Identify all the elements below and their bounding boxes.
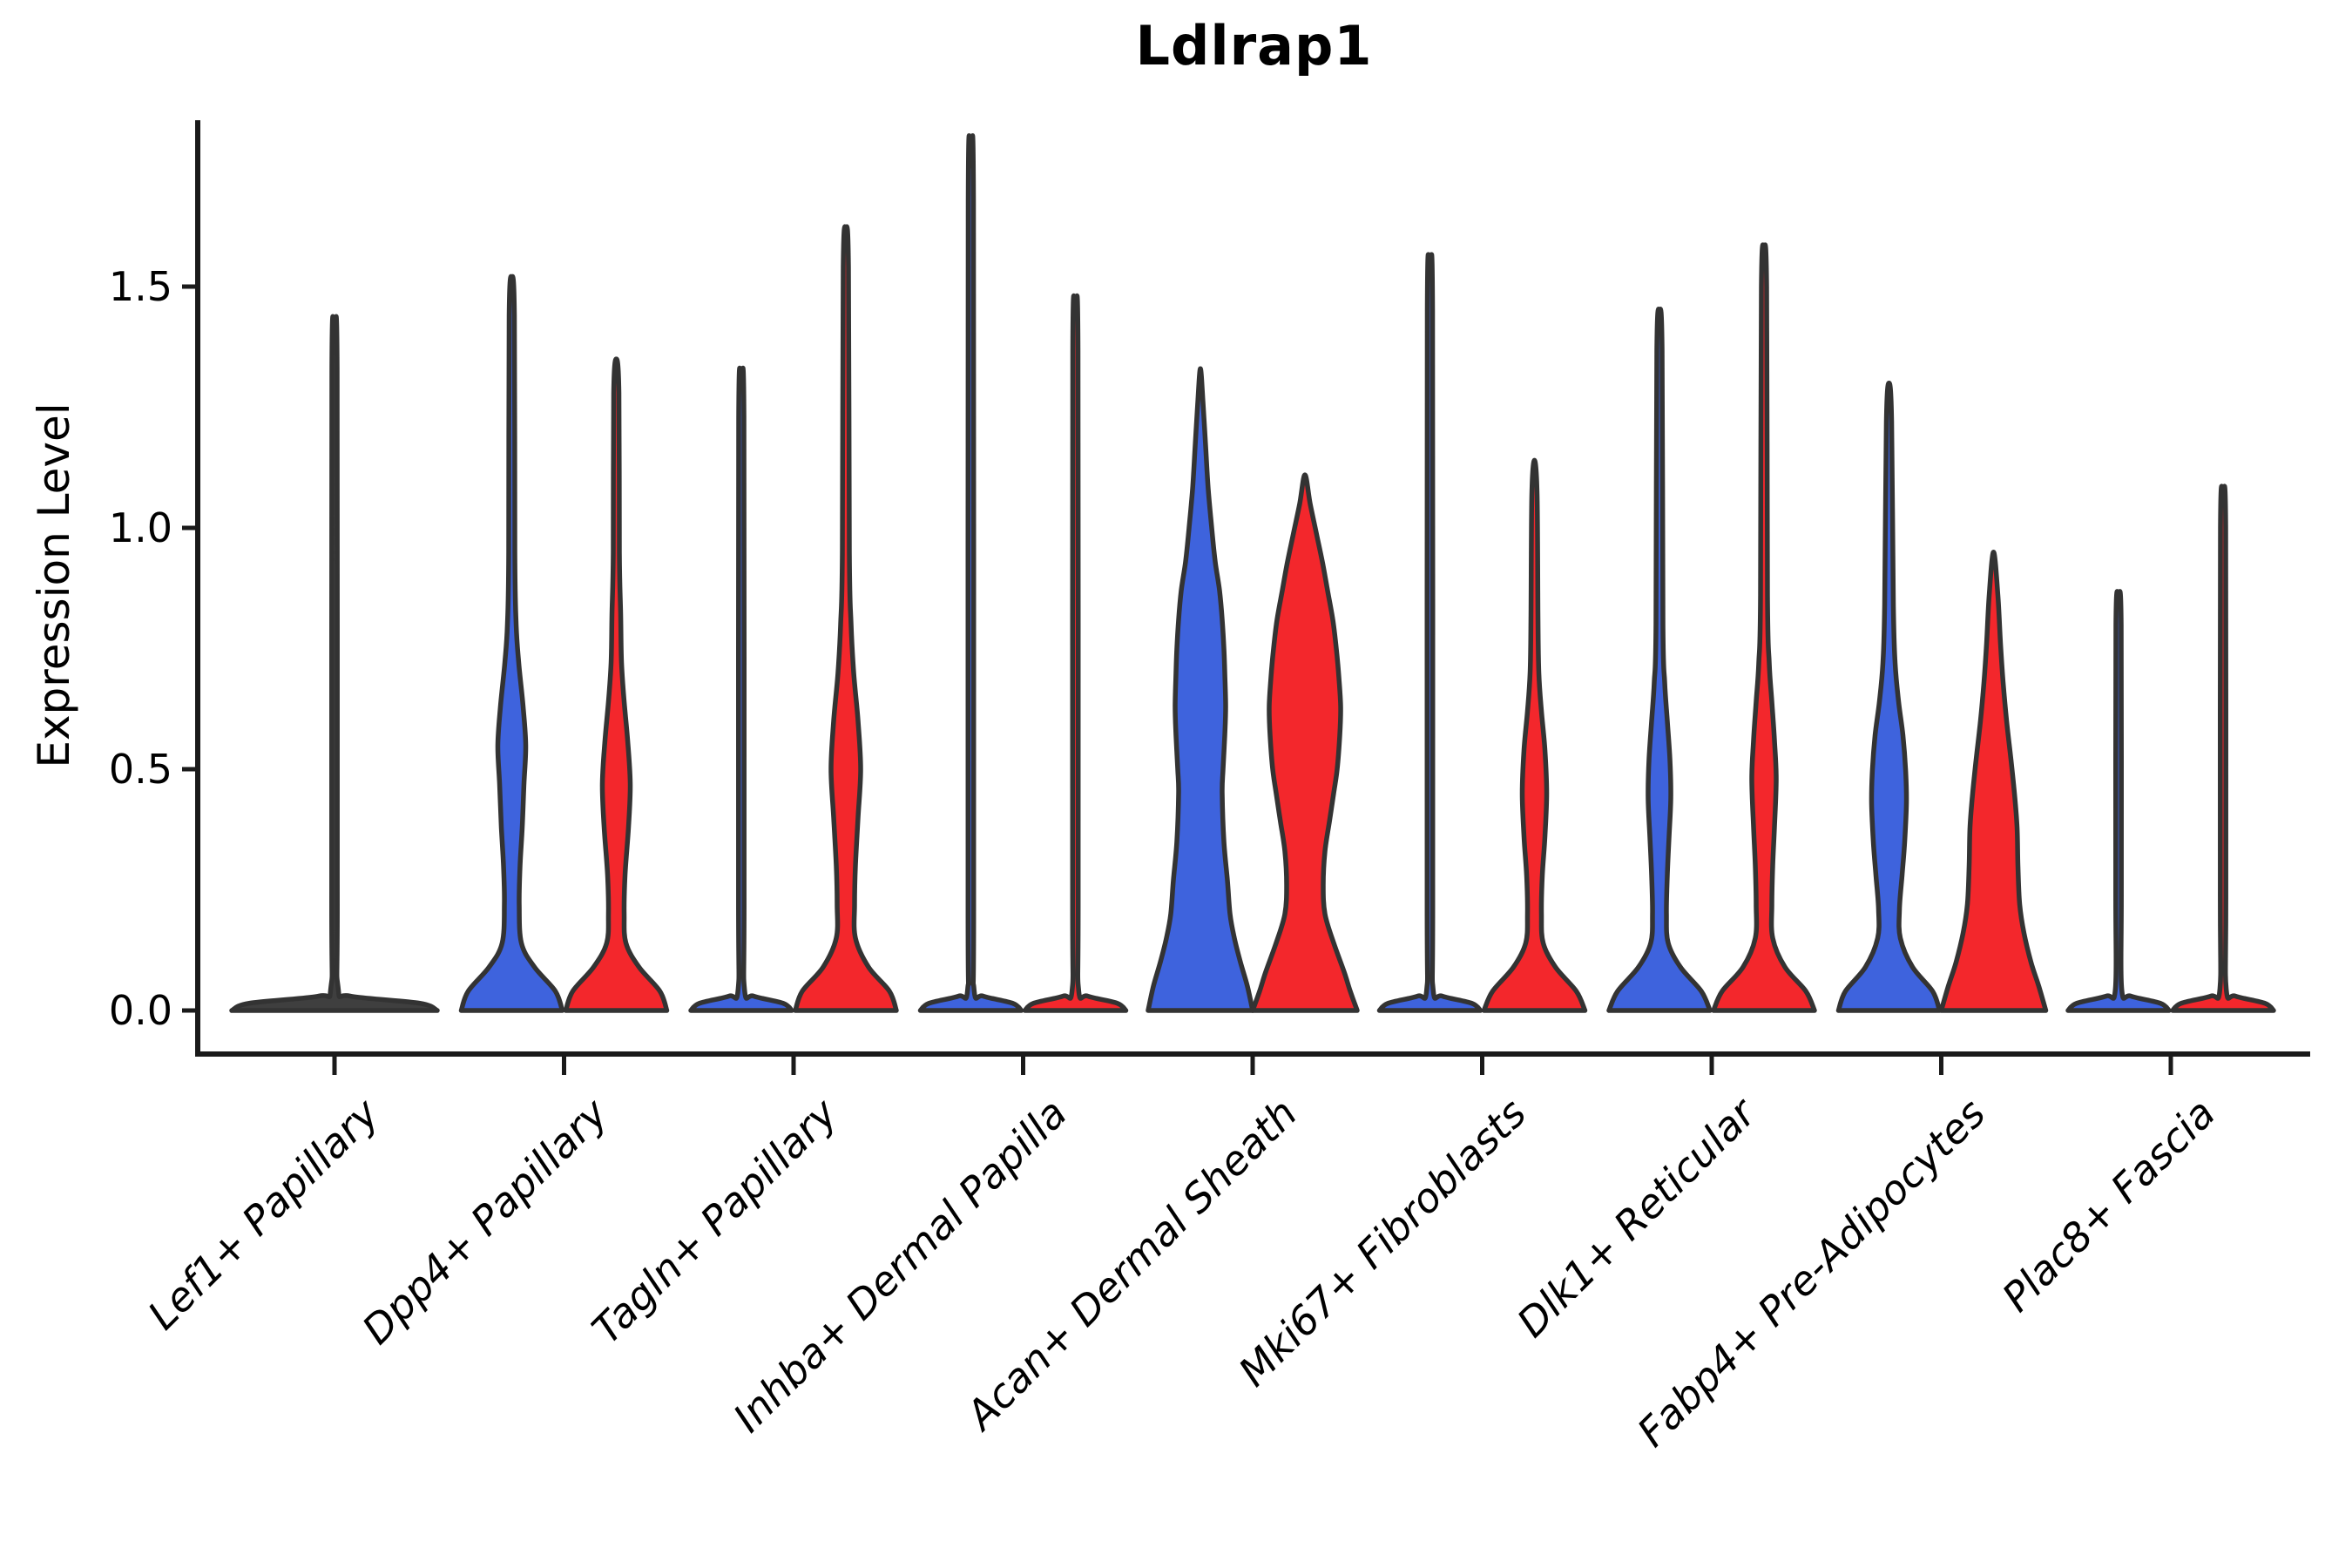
violin-shape-red xyxy=(563,356,670,1013)
violin-shape-red xyxy=(1481,457,1588,1013)
y-axis-label: Expression Level xyxy=(29,402,79,768)
y-tick-label: 0.0 xyxy=(108,987,172,1034)
violin-shape-red xyxy=(1022,293,1129,1013)
violin-shape-blue xyxy=(1835,381,1943,1013)
plot-title: Ldlrap1 xyxy=(1135,14,1373,78)
violin-shape-blue xyxy=(917,133,1024,1013)
violin-shape-blue xyxy=(1376,252,1484,1013)
violin-shape-blue xyxy=(458,274,565,1013)
violin-shape-red xyxy=(2170,483,2276,1013)
violin-shape-blue xyxy=(1146,366,1255,1013)
y-tick-label: 1.5 xyxy=(108,263,172,310)
violin-shape-red xyxy=(1938,549,2049,1013)
violin-shape-red xyxy=(1711,242,1817,1013)
violin-shape-red xyxy=(1250,472,1360,1013)
y-tick-label: 1.0 xyxy=(108,504,172,551)
violin-shape-blue xyxy=(2065,589,2172,1013)
y-tick-label: 0.5 xyxy=(108,746,172,793)
violin-shape-single xyxy=(229,314,440,1013)
violin-shape-blue xyxy=(688,365,794,1013)
violin-shape-red xyxy=(793,224,899,1013)
violin-shape-blue xyxy=(1606,307,1713,1013)
